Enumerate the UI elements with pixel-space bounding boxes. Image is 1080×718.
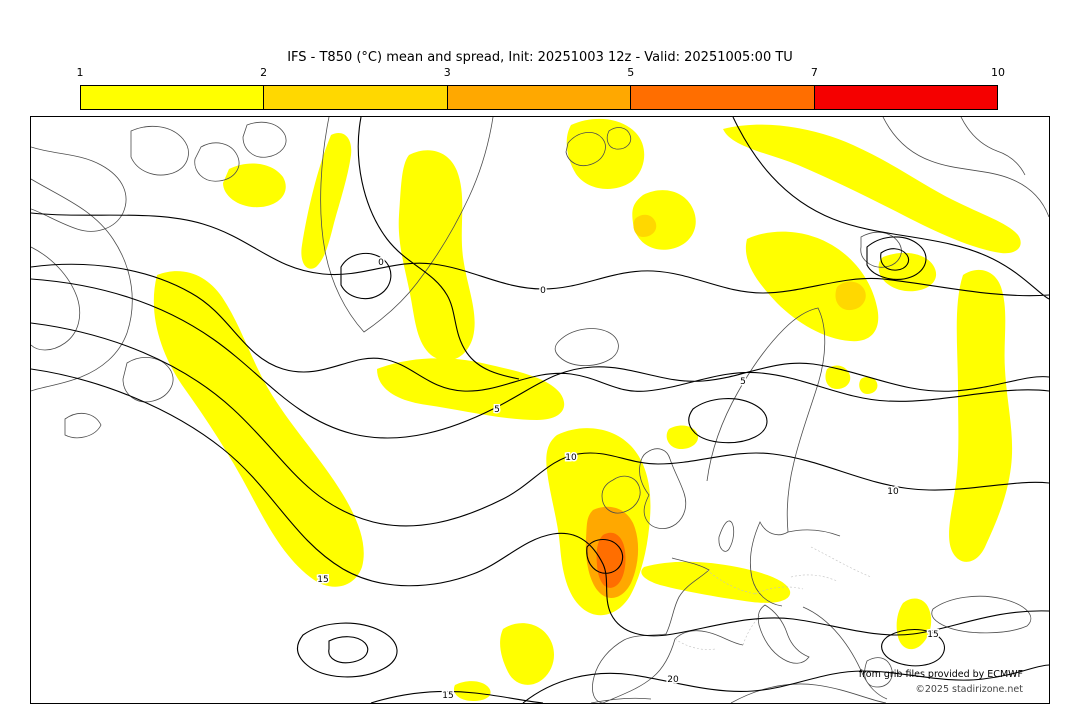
colorbar-tick: 1 <box>76 66 84 79</box>
colorbar-tick: 5 <box>627 66 635 79</box>
colorbar-tick: 3 <box>443 66 451 79</box>
contour-label: 15 <box>317 575 328 585</box>
coastline-layer <box>31 117 1049 703</box>
colorbar-segment <box>631 86 815 109</box>
colorbar-segment <box>81 86 265 109</box>
coastline-north-america <box>31 121 287 439</box>
temperature-contours <box>31 117 1049 703</box>
contour-label-layer: 15 15 10 5 0 5 10 20 15 0 <box>316 257 940 703</box>
coastline-europe <box>590 117 1049 703</box>
contour-label: 0 <box>540 286 546 296</box>
colorbar-segment <box>264 86 448 109</box>
spread-yellow-region <box>153 118 1021 701</box>
contour-label: 0 <box>378 258 384 268</box>
contour-label: 15 <box>927 630 938 640</box>
colorbar-segment <box>447 86 632 109</box>
colorbar-ticks: 1 2 3 5 7 10 <box>76 66 1006 80</box>
colorbar-tick: 2 <box>260 66 268 79</box>
contour-label: 10 <box>565 453 577 463</box>
attribution-copyright: ©2025 stadirizone.net <box>915 684 1023 695</box>
contour-label: 5 <box>740 377 746 387</box>
contour-label: 5 <box>494 405 500 415</box>
contour-label: 10 <box>887 487 899 497</box>
contour-label: 20 <box>667 675 679 685</box>
colorbar-tick: 7 <box>810 66 818 79</box>
attribution-source: from grib files provided by ECMWF <box>858 669 1023 680</box>
contour-label: 15 <box>442 691 453 701</box>
colorbar-segment <box>814 86 998 109</box>
chart-title: IFS - T850 (°C) mean and spread, Init: 2… <box>287 50 793 65</box>
country-borders <box>674 546 872 650</box>
colorbar-tick: 10 <box>991 66 1005 79</box>
weather-map: 15 15 10 5 0 5 10 20 15 0 <box>31 117 1049 703</box>
attribution: from grib files provided by ECMWF ©2025 … <box>859 667 1023 697</box>
spread-colorbar <box>80 85 998 110</box>
spread-layer <box>153 118 1021 701</box>
coastline-greenland-iceland <box>320 117 632 367</box>
contour-layer <box>31 117 1049 703</box>
spread-orange-spots <box>633 214 866 311</box>
map-frame: 15 15 10 5 0 5 10 20 15 0 from grib file… <box>30 116 1050 704</box>
